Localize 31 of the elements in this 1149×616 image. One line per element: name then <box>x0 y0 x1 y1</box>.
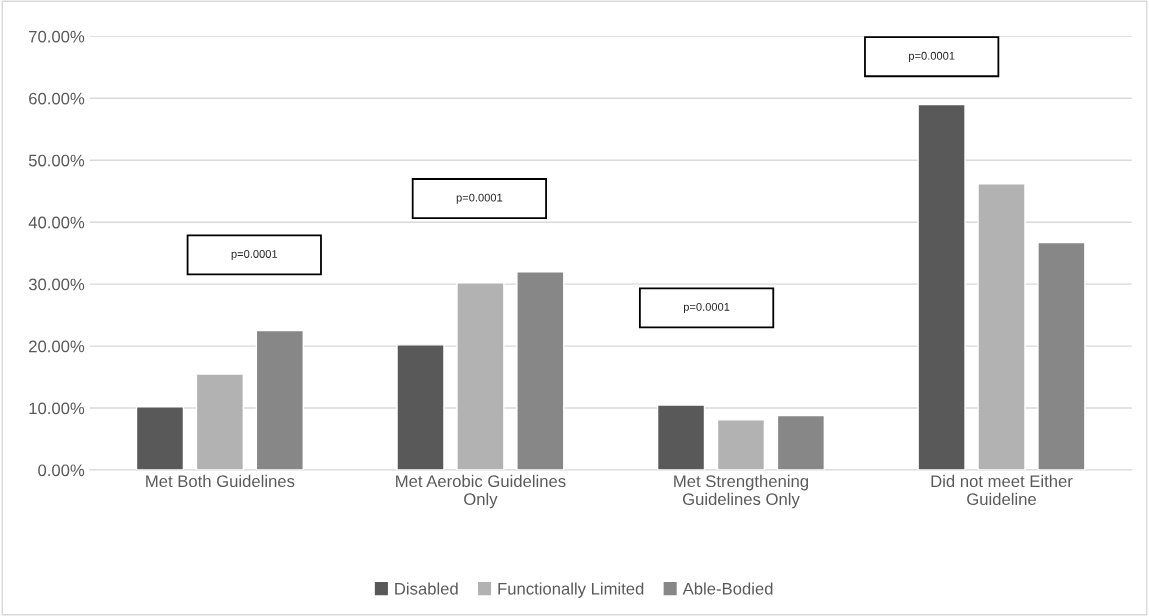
bar <box>977 183 1026 471</box>
y-tick-label: 60.00% <box>29 92 85 105</box>
y-tick-label: 40.00% <box>28 216 85 229</box>
y-tick-label: 20.00% <box>29 340 85 353</box>
annotation: p=0.0001 <box>456 193 503 204</box>
bar <box>396 344 445 471</box>
y-tick-label: 30.00% <box>28 278 85 291</box>
bar <box>917 103 966 471</box>
y-tick-label: 10.00% <box>29 402 85 415</box>
bar <box>456 282 505 471</box>
bar <box>656 404 706 471</box>
bar <box>716 419 766 471</box>
x-tick-label: Did not meet Either Guideline <box>931 474 1073 506</box>
y-tick-label: 50.00% <box>28 154 85 167</box>
legend-label: Functionally Limited <box>498 582 644 598</box>
annotation: p=0.0001 <box>909 51 955 62</box>
bar <box>255 329 304 471</box>
x-tick-label: Met Both Guidelines <box>146 474 295 488</box>
legend-label: Able-Bodied <box>682 582 773 595</box>
bar <box>135 406 185 471</box>
y-tick-label: 0.00% <box>38 464 85 477</box>
bar <box>1037 241 1086 471</box>
y-tick-label: 70.00% <box>29 30 85 43</box>
x-tick-label: Met Strengthening Guidelines Only <box>674 474 808 509</box>
annotation: p=0.0001 <box>231 250 278 261</box>
annotation: p=0.0001 <box>683 302 730 313</box>
legend-label: Disabled <box>395 582 458 595</box>
bar <box>516 271 565 471</box>
x-tick-label: Met Aerobic Guidelines Only <box>396 474 566 509</box>
bar <box>776 414 826 471</box>
bar <box>195 373 245 471</box>
